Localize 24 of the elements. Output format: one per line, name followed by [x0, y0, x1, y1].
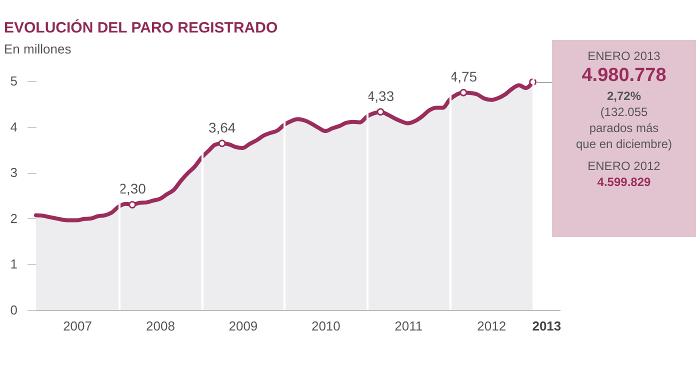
- x-tick-label: 2012: [477, 318, 506, 334]
- point: [376, 108, 384, 116]
- x-tick-label: 2011: [394, 318, 423, 334]
- x-tick-label: 2013: [532, 318, 562, 334]
- y-tick-label: 0: [10, 302, 18, 318]
- y-tick-label: 3: [10, 165, 18, 180]
- x-tick-label: 2009: [228, 318, 258, 334]
- point: [218, 140, 226, 148]
- y-tick-label: 5: [10, 74, 18, 89]
- annotation: 3,64: [208, 119, 236, 136]
- annotation: 2,30: [118, 180, 146, 197]
- chart-title: EVOLUCIÓN DEL PARO REGISTRADO: [4, 18, 278, 37]
- annotation: 4,75: [450, 68, 478, 85]
- chart-subtitle: En millones: [4, 42, 72, 57]
- y-tick-label: 2: [10, 210, 18, 226]
- annotation: 4,33: [366, 88, 394, 104]
- info-box: ENERO 2013 4.980.778 2,72% (132.055 parados más que en diciembre) ENERO 2012 4.599.829: [552, 40, 696, 237]
- point: [128, 200, 136, 208]
- x-tick-label: 2007: [63, 318, 92, 334]
- y-tick-label: 4: [10, 119, 18, 134]
- x-tick-label: 2010: [311, 318, 340, 334]
- y-tick-label: 1: [10, 256, 18, 272]
- x-tick-label: 2008: [146, 318, 175, 334]
- point: [460, 88, 468, 96]
